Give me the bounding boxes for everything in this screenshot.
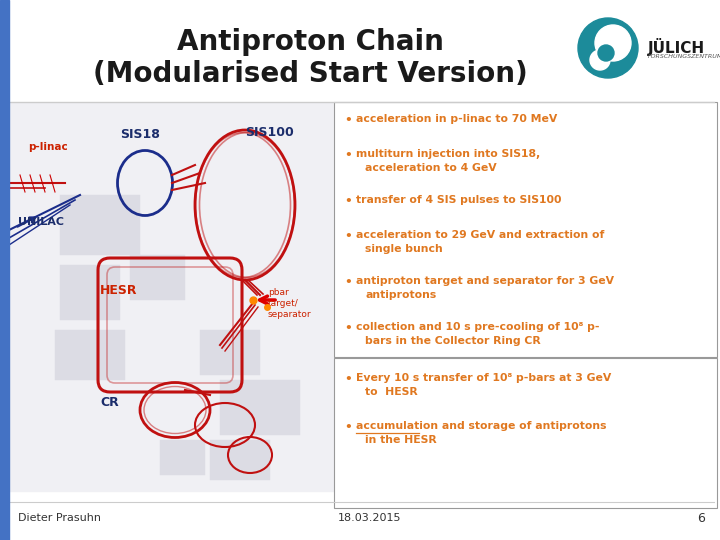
- Text: acceleration in p-linac to 70 MeV: acceleration in p-linac to 70 MeV: [356, 114, 557, 124]
- Circle shape: [595, 25, 631, 61]
- Text: in the HESR: in the HESR: [365, 435, 437, 445]
- FancyBboxPatch shape: [334, 358, 717, 508]
- Text: 6: 6: [697, 511, 705, 524]
- FancyBboxPatch shape: [334, 102, 717, 357]
- Text: •: •: [344, 230, 352, 243]
- Text: acceleration to 29 GeV and extraction of: acceleration to 29 GeV and extraction of: [356, 230, 604, 240]
- Text: •: •: [344, 114, 352, 127]
- Text: Every 10 s transfer of 10⁸ p-bars at 3 GeV: Every 10 s transfer of 10⁸ p-bars at 3 G…: [356, 373, 611, 383]
- Text: Antiproton Chain: Antiproton Chain: [176, 28, 444, 56]
- Text: •: •: [344, 276, 352, 289]
- Text: UNILAC: UNILAC: [18, 217, 64, 227]
- Text: accumulation and storage of antiprotons: accumulation and storage of antiprotons: [356, 421, 606, 431]
- Text: acceleration to 4 GeV: acceleration to 4 GeV: [365, 163, 497, 173]
- Circle shape: [598, 45, 614, 61]
- Bar: [130, 255, 185, 300]
- Text: multiturn injection into SIS18,: multiturn injection into SIS18,: [356, 149, 540, 159]
- Bar: [210, 440, 270, 480]
- Text: bars in the Collector Ring CR: bars in the Collector Ring CR: [365, 336, 541, 346]
- Text: 18.03.2015: 18.03.2015: [338, 513, 402, 523]
- Text: •: •: [344, 373, 352, 386]
- Text: •: •: [344, 421, 352, 434]
- Text: FORSCHUNGSZENTRUM: FORSCHUNGSZENTRUM: [648, 54, 720, 59]
- Text: p-linac: p-linac: [28, 142, 68, 152]
- Bar: [60, 265, 120, 320]
- Bar: [9, 103, 334, 491]
- Text: transfer of 4 SIS pulses to SIS100: transfer of 4 SIS pulses to SIS100: [356, 195, 562, 205]
- Text: SIS18: SIS18: [120, 129, 160, 141]
- Bar: [334, 102, 717, 357]
- Text: to  HESR: to HESR: [365, 387, 418, 397]
- Bar: [0, 0, 9, 540]
- Text: •: •: [344, 322, 352, 335]
- Text: antiproton target and separator for 3 GeV: antiproton target and separator for 3 Ge…: [356, 276, 614, 286]
- Text: antiprotons: antiprotons: [365, 290, 436, 300]
- Text: (Modularised Start Version): (Modularised Start Version): [93, 60, 527, 88]
- Text: SIS100: SIS100: [245, 126, 294, 139]
- Bar: [200, 330, 260, 375]
- Text: collection and 10 s pre-cooling of 10⁸ p-: collection and 10 s pre-cooling of 10⁸ p…: [356, 322, 600, 332]
- Circle shape: [578, 18, 638, 78]
- Bar: [160, 440, 205, 475]
- Text: CR: CR: [100, 395, 119, 408]
- Bar: [220, 380, 300, 435]
- Text: HESR: HESR: [100, 284, 138, 296]
- Bar: [60, 195, 140, 255]
- Text: •: •: [344, 195, 352, 208]
- Text: JÜLICH: JÜLICH: [648, 38, 705, 56]
- Text: Dieter Prasuhn: Dieter Prasuhn: [18, 513, 101, 523]
- Text: pbar
target/
separator: pbar target/ separator: [268, 288, 312, 319]
- Text: single bunch: single bunch: [365, 244, 443, 254]
- Circle shape: [590, 50, 610, 70]
- Bar: [55, 330, 125, 380]
- Text: •: •: [344, 149, 352, 162]
